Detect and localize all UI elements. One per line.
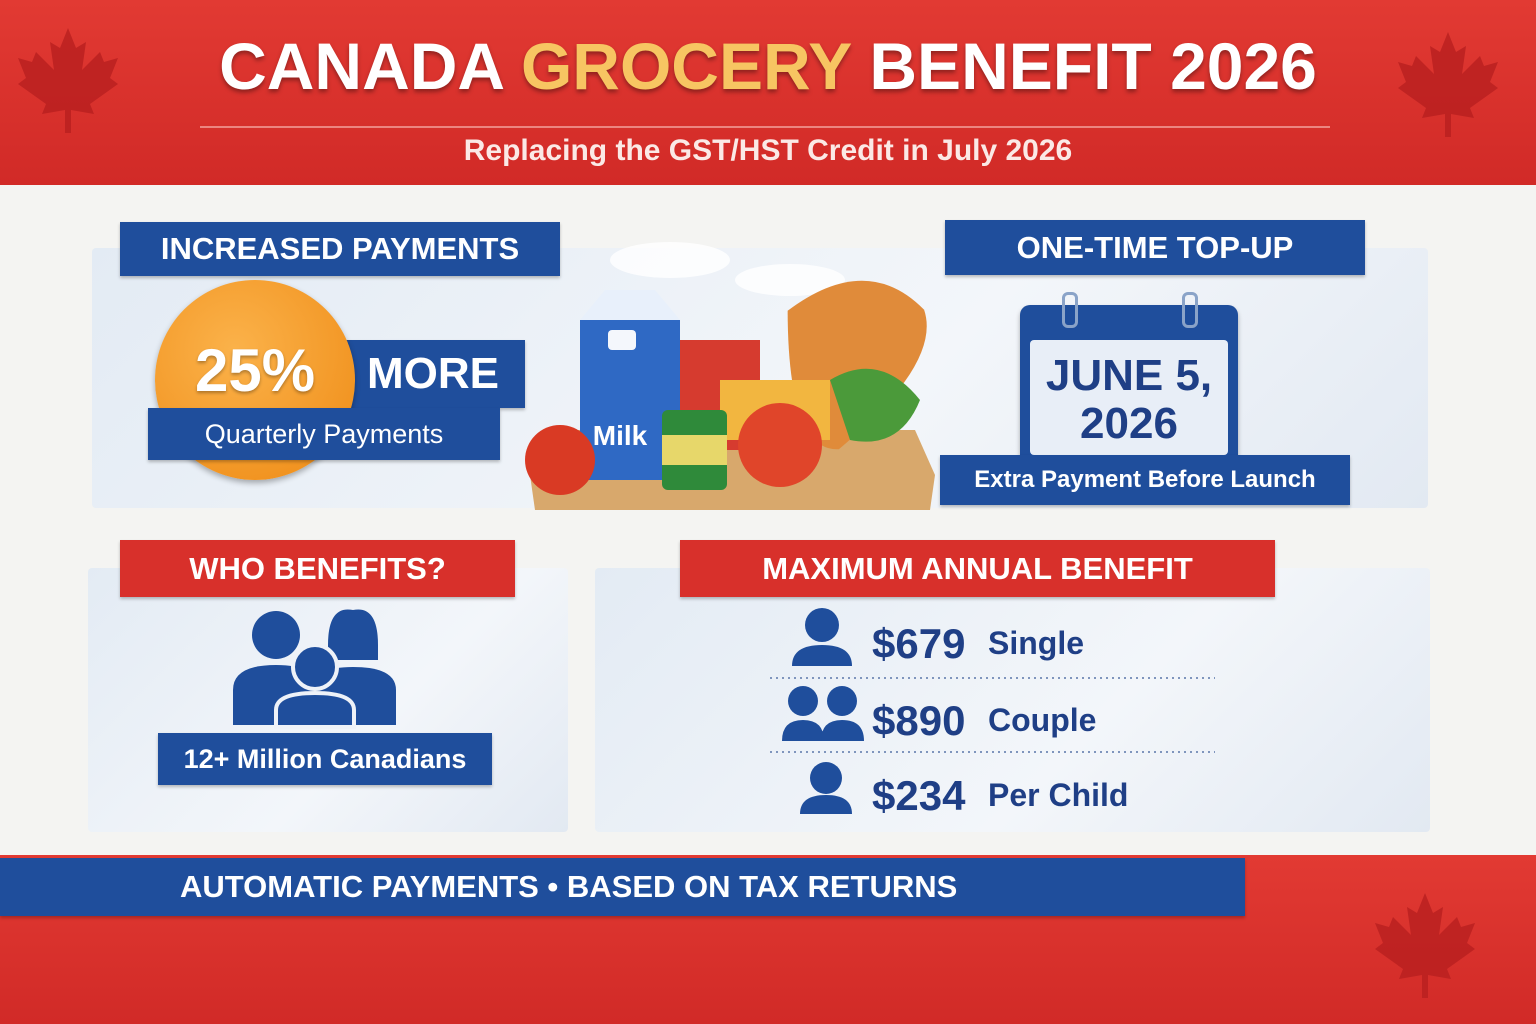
date-line: JUNE 5,	[1045, 351, 1213, 400]
title-part: CANADA	[219, 29, 503, 103]
caption-ribbon: Extra Payment Before Launch	[940, 455, 1350, 505]
decoration	[1375, 893, 1475, 998]
caption-ribbon: Quarterly Payments	[148, 408, 500, 460]
section-heading: INCREASED PAYMENTS	[120, 222, 560, 276]
benefit-amount: $890	[872, 697, 966, 744]
footer-ribbon: AUTOMATIC PAYMENTS • BASED ON TAX RETURN…	[0, 858, 1245, 916]
calendar-page	[1030, 340, 1228, 455]
title-part: BENEFIT 2026	[869, 29, 1317, 103]
header-band	[0, 0, 1536, 185]
more-ribbon: MORE	[330, 340, 525, 408]
percent-text: 25%	[194, 337, 316, 404]
section-heading: MAXIMUM ANNUAL BENEFIT	[680, 540, 1275, 597]
section-heading: ONE-TIME TOP-UP	[945, 220, 1365, 275]
caption-ribbon: 12+ Million Canadians	[158, 733, 492, 785]
family-icon	[233, 609, 396, 729]
benefit-label: Couple	[988, 702, 1097, 738]
calendar-ring	[1062, 292, 1078, 328]
maple-leaf	[1375, 893, 1475, 998]
benefit-panel	[595, 568, 1430, 832]
milk-label: Milk	[593, 420, 648, 451]
calendar-date: JUNE 5, 2026	[1030, 352, 1228, 448]
subtitle: Replacing the GST/HST Credit in July 202…	[463, 134, 1073, 167]
benefit-label: Single	[988, 625, 1085, 661]
title-highlight: GROCERY	[520, 29, 852, 103]
benefit-icons	[770, 608, 1215, 814]
calendar-ring	[1182, 292, 1198, 328]
section-heading: WHO BENEFITS?	[120, 540, 515, 597]
benefit-amount: $234	[872, 772, 966, 819]
benefit-amount: $679	[872, 620, 966, 667]
date-line: 2026	[1080, 399, 1178, 448]
grocery-illustration: Milk	[525, 242, 935, 510]
benefit-label: Per Child	[988, 777, 1129, 813]
title: CANADA GROCERY BENEFIT 2026	[0, 28, 1536, 104]
